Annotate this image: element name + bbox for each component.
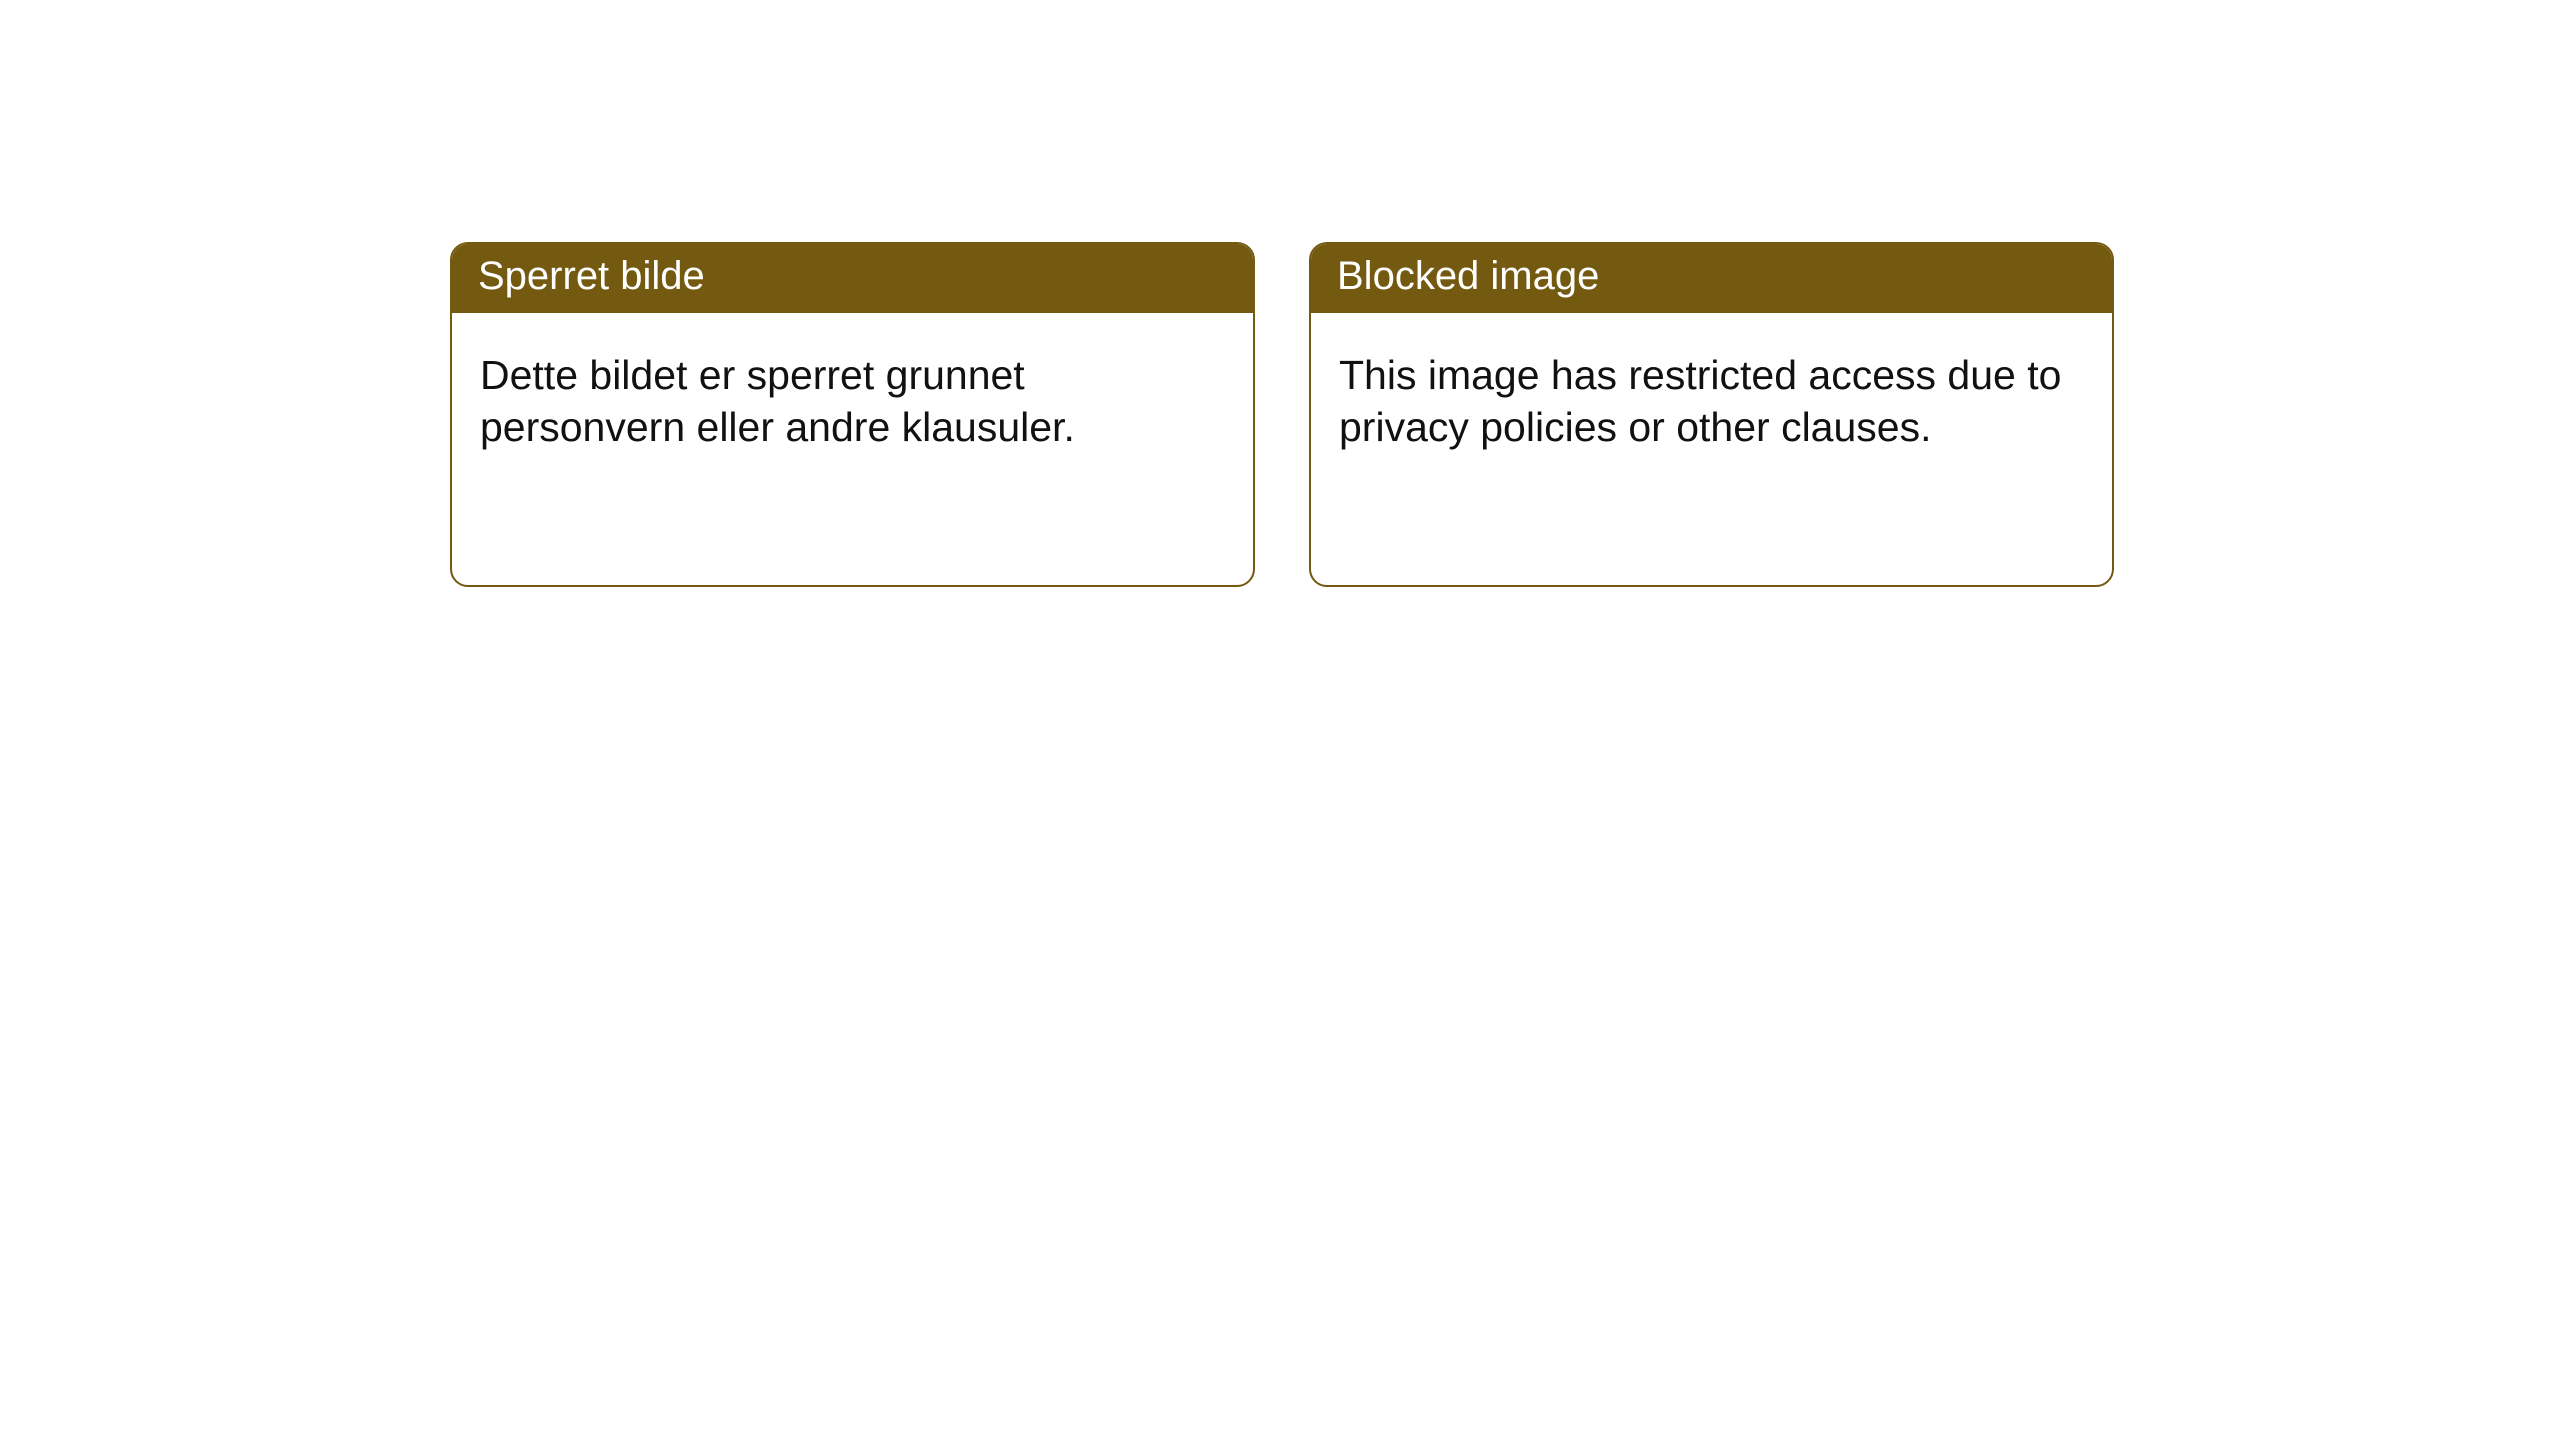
notice-card-english: Blocked image This image has restricted … <box>1309 242 2114 587</box>
notice-title-english: Blocked image <box>1311 244 2112 313</box>
notice-card-norwegian: Sperret bilde Dette bildet er sperret gr… <box>450 242 1255 587</box>
notice-container: Sperret bilde Dette bildet er sperret gr… <box>0 0 2560 587</box>
notice-title-norwegian: Sperret bilde <box>452 244 1253 313</box>
notice-body-norwegian: Dette bildet er sperret grunnet personve… <box>452 313 1253 585</box>
notice-body-english: This image has restricted access due to … <box>1311 313 2112 585</box>
